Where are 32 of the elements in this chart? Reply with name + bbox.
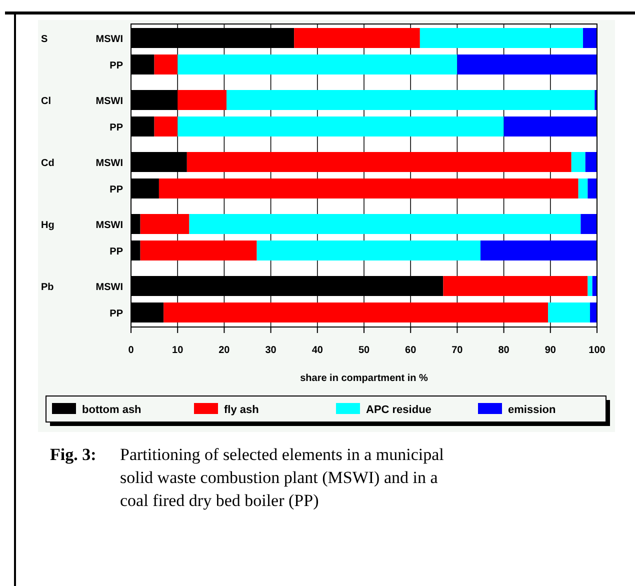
x-tick-label: 40 (312, 345, 324, 356)
x-tick-label: 100 (588, 345, 606, 356)
y-tick-label: PP (110, 308, 124, 320)
text: Hg (41, 220, 54, 231)
x-tick-label: 70 (452, 345, 464, 356)
y-tick-label: PP (110, 60, 124, 72)
y-tick-label: PP (110, 246, 124, 258)
text: Pb (41, 282, 54, 293)
y-tick-label: MSWI (96, 282, 124, 293)
y-tick-label: PP (110, 184, 124, 196)
y-tick-label: MSWI (96, 96, 124, 107)
text: S (41, 34, 48, 45)
legend-label: APC residue (366, 404, 432, 416)
legend-label: emission (508, 404, 556, 416)
x-tick-label: 50 (358, 345, 370, 356)
x-tick-label: 80 (498, 345, 510, 356)
y-tick-label: MSWI (96, 34, 124, 45)
legend-label: fly ash (224, 404, 260, 416)
x-axis-title: share in compartment in % (300, 373, 428, 384)
y-tick-label: PP (110, 122, 124, 134)
text: Fig. 3: Partitioning of selected elements in a municipal solid waste combustion plant (MSWI) and in a coal fired dry bed boiler (PP) (50, 445, 444, 510)
y-tick-label: MSWI (96, 158, 124, 169)
y-tick-label: MSWI (96, 220, 124, 231)
x-tick-label: 10 (172, 345, 184, 356)
x-tick-label: 30 (265, 345, 277, 356)
text: Cl (41, 96, 52, 107)
text: Cd (41, 158, 54, 169)
x-tick-label: 60 (405, 345, 417, 356)
x-tick-label: 0 (128, 345, 134, 356)
x-tick-label: 90 (544, 345, 556, 356)
x-tick-label: 20 (218, 345, 230, 356)
legend-label: bottom ash (82, 404, 142, 416)
